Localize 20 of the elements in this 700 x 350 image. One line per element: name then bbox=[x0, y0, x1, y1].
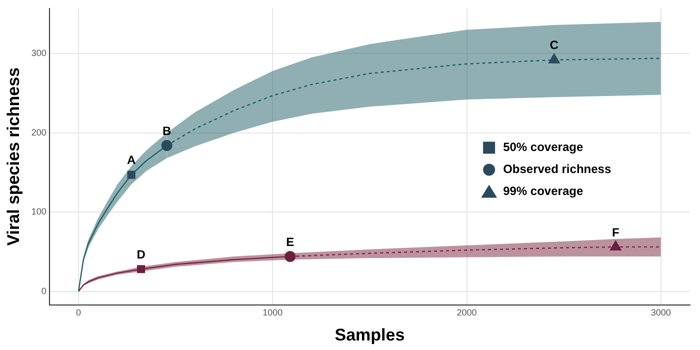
x-tick-label: 1000 bbox=[262, 308, 283, 318]
annotation: E bbox=[286, 234, 294, 249]
x-tick-label: 3000 bbox=[650, 308, 671, 318]
y-tick-label: 200 bbox=[31, 127, 46, 138]
annotation: D bbox=[136, 247, 146, 262]
annotation: A bbox=[126, 153, 136, 168]
legend-label: 50% coverage bbox=[503, 140, 584, 154]
legend-label: 99% coverage bbox=[503, 184, 584, 198]
annotation: F bbox=[612, 225, 620, 240]
legend-label: Observed richness bbox=[503, 162, 612, 176]
y-tick-label: 0 bbox=[41, 286, 46, 296]
y-tick-label: 100 bbox=[31, 206, 46, 217]
point bbox=[548, 53, 560, 64]
x-tick-label: 0 bbox=[76, 308, 82, 318]
annotation: C bbox=[550, 38, 559, 52]
y-axis-title: Viral species richness bbox=[4, 67, 23, 246]
y-tick-label: 300 bbox=[31, 48, 46, 58]
annotation: B bbox=[162, 124, 172, 138]
x-axis-title: Samples bbox=[334, 325, 405, 344]
x-tick-label: 2000 bbox=[456, 308, 477, 318]
